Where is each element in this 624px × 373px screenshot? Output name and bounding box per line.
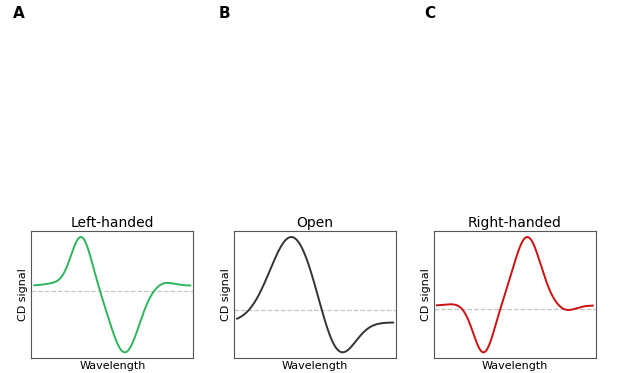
Text: A: A <box>12 6 24 22</box>
Y-axis label: CD signal: CD signal <box>222 268 232 321</box>
Text: B: B <box>218 6 230 22</box>
Y-axis label: CD signal: CD signal <box>19 268 29 321</box>
X-axis label: Wavelength: Wavelength <box>79 361 145 371</box>
Title: Open: Open <box>296 216 334 230</box>
Title: Right-handed: Right-handed <box>468 216 562 230</box>
X-axis label: Wavelength: Wavelength <box>482 361 548 371</box>
Title: Left-handed: Left-handed <box>71 216 154 230</box>
Text: C: C <box>424 6 436 22</box>
X-axis label: Wavelength: Wavelength <box>282 361 348 371</box>
Y-axis label: CD signal: CD signal <box>421 268 431 321</box>
